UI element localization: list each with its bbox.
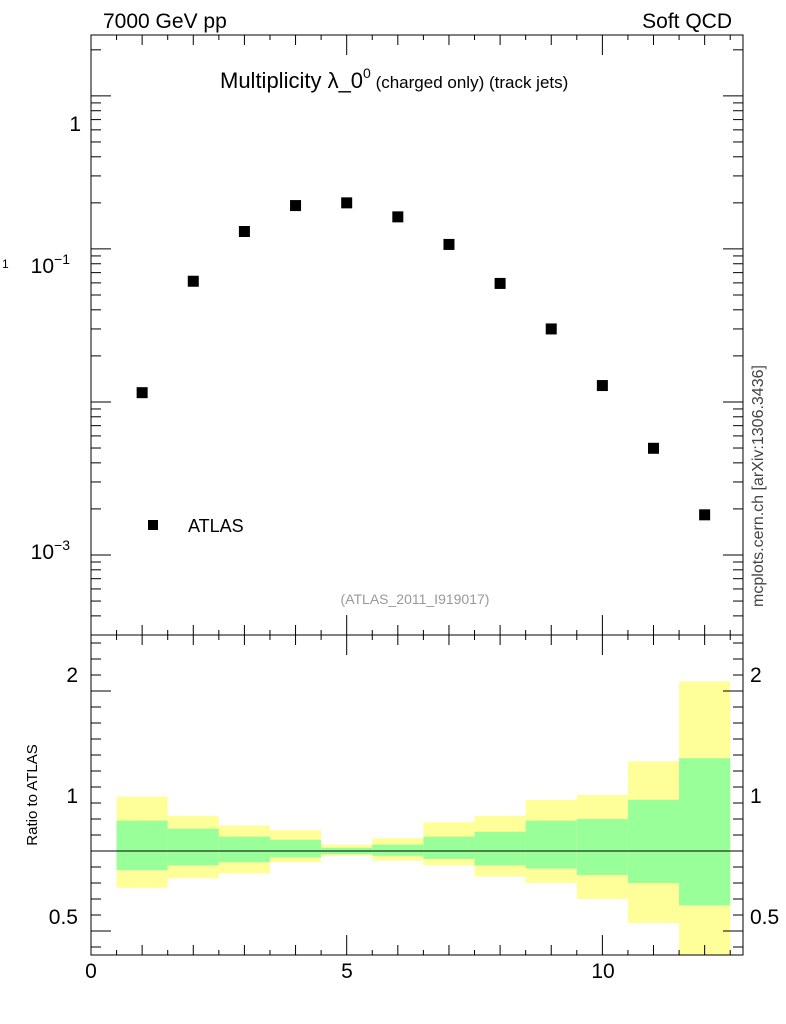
legend-label-atlas: ATLAS bbox=[188, 516, 244, 536]
ratio-band-inner bbox=[116, 820, 168, 871]
main-x-ticks bbox=[90, 35, 731, 635]
ratio-ylabel: Ratio to ATLAS bbox=[24, 744, 41, 845]
analysis-label: (ATLAS_2011_I919017) bbox=[341, 591, 490, 607]
legend-marker bbox=[148, 520, 158, 530]
ratio-band-inner bbox=[474, 831, 526, 866]
ratio-y-tick-label-2-left: 2 bbox=[66, 664, 78, 687]
data-point bbox=[187, 275, 199, 287]
atlas-data-points bbox=[136, 197, 711, 521]
data-point bbox=[238, 225, 250, 237]
ratio-y-tick-label-05-right: 0.5 bbox=[750, 906, 779, 929]
ratio-y-tick-label-1-left: 1 bbox=[66, 785, 78, 808]
ratio-band-inner bbox=[627, 799, 680, 883]
x-tick-label-5: 5 bbox=[341, 960, 353, 983]
header-left-label: 7000 GeV pp bbox=[103, 10, 227, 33]
y-tick-label-10m3: 10−3 bbox=[31, 537, 71, 564]
ratio-bands bbox=[116, 681, 731, 955]
y-tick-label-10m3-base: 10 bbox=[31, 541, 54, 564]
y-tick-label-10m1-exp: −1 bbox=[54, 251, 70, 267]
chart-title-suffix: (charged only) (track jets) bbox=[371, 73, 568, 92]
ratio-band-inner bbox=[167, 828, 219, 866]
ratio-band-inner bbox=[423, 836, 475, 859]
data-point bbox=[596, 380, 608, 392]
main-plot-frame bbox=[90, 34, 744, 636]
header-right-label: Soft QCD bbox=[642, 10, 732, 33]
chart-title: Multiplicity λ_00 (charged only) (track … bbox=[220, 65, 568, 93]
ratio-plot-frame bbox=[90, 634, 744, 956]
data-point bbox=[392, 211, 404, 223]
data-point bbox=[136, 387, 148, 399]
stray-axis-label: 1 bbox=[2, 257, 9, 271]
y-tick-label-1: 1 bbox=[69, 113, 81, 136]
ratio-band-inner bbox=[525, 820, 577, 869]
data-point bbox=[699, 509, 711, 521]
data-point bbox=[545, 323, 557, 335]
x-tick-label-10: 10 bbox=[591, 960, 614, 983]
ratio-y-tick-label-2-right: 2 bbox=[750, 664, 762, 687]
data-point bbox=[341, 197, 353, 209]
ratio-band-inner bbox=[269, 839, 322, 858]
side-note: mcplots.cern.ch [arXiv:1306.3436] bbox=[750, 365, 767, 607]
ratio-band-inner bbox=[576, 819, 628, 875]
data-point bbox=[494, 277, 506, 289]
ratio-y-ticks bbox=[91, 642, 743, 948]
y-tick-label-10m1-base: 10 bbox=[31, 255, 54, 278]
main-plot-panel: Multiplicity λ_00 (charged only) (track … bbox=[2, 34, 744, 636]
ratio-band-inner bbox=[218, 836, 270, 863]
x-tick-label-0: 0 bbox=[85, 960, 97, 983]
main-y-ticks bbox=[91, 49, 743, 636]
ratio-y-tick-label-05-left: 0.5 bbox=[49, 906, 78, 929]
chart-title-sup: 0 bbox=[363, 65, 371, 81]
chart-title-main: Multiplicity λ_0 bbox=[220, 68, 363, 93]
ratio-x-ticks bbox=[90, 635, 731, 955]
ratio-band-inner bbox=[679, 758, 731, 906]
data-point bbox=[443, 238, 455, 250]
ratio-y-tick-label-1-right: 1 bbox=[750, 785, 762, 808]
ratio-band-inner bbox=[372, 844, 424, 856]
ratio-plot-panel: 2 1 0.5 2 1 0.5 Ratio to ATLAS 0 5 10 bbox=[24, 634, 779, 983]
data-point bbox=[648, 442, 660, 454]
y-tick-label-10m1: 10−1 bbox=[31, 251, 71, 278]
data-point bbox=[290, 200, 302, 212]
y-tick-label-10m3-exp: −3 bbox=[54, 537, 70, 553]
